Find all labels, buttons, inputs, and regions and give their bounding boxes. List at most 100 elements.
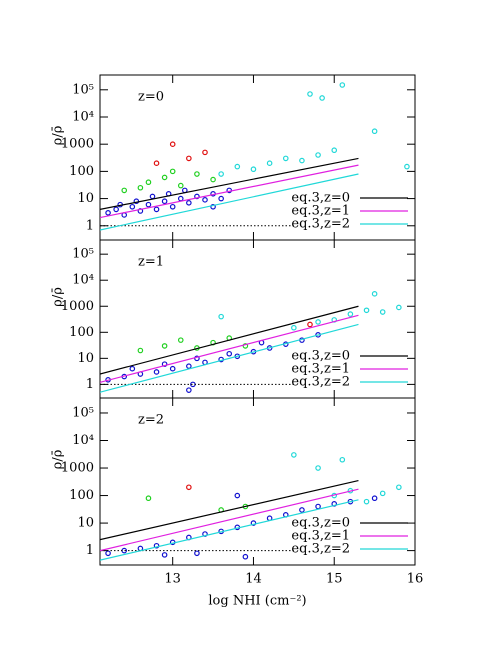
data-point <box>161 174 168 181</box>
model-line <box>100 305 359 375</box>
y-axis-label: ρ/ρ̄ <box>51 450 66 470</box>
data-point <box>363 498 370 505</box>
y-tick-label: 1000 <box>61 137 94 152</box>
x-tick-label: 15 <box>326 572 343 587</box>
data-point <box>129 203 136 210</box>
model-line <box>100 323 359 393</box>
y-tick-label: 100 <box>69 164 94 179</box>
y-tick-label: 1000 <box>61 299 94 314</box>
data-point <box>186 363 192 369</box>
data-point <box>153 160 160 166</box>
x-tick-label: 16 <box>407 572 424 587</box>
data-point <box>194 171 200 177</box>
data-point <box>194 550 200 557</box>
legend-label: eq.3,z=2 <box>291 375 350 390</box>
data-point <box>153 542 160 549</box>
data-point <box>177 182 184 189</box>
model-line <box>100 173 359 231</box>
data-point <box>363 307 370 314</box>
legend-label: eq.3,z=2 <box>291 217 350 232</box>
data-point <box>250 166 257 173</box>
model-line <box>100 157 359 210</box>
data-point <box>291 452 297 458</box>
y-tick-label: 1 <box>86 218 94 233</box>
data-point <box>169 365 176 372</box>
data-point <box>218 313 224 320</box>
data-point <box>169 168 176 175</box>
data-point <box>218 171 224 177</box>
model-line <box>100 479 359 541</box>
data-point <box>186 387 192 393</box>
data-point <box>396 484 402 491</box>
data-point <box>177 195 184 202</box>
x-axis-label: log NHI (cm⁻²) <box>208 594 306 609</box>
data-point <box>291 324 297 331</box>
data-point <box>129 365 136 372</box>
y-tick-label: 100 <box>69 488 94 503</box>
data-point <box>396 304 402 311</box>
data-point <box>218 195 224 202</box>
data-point <box>137 184 144 191</box>
legend-label: eq.3,z=0 <box>291 516 350 531</box>
data-point <box>315 152 321 158</box>
data-point <box>161 361 168 367</box>
data-point <box>194 193 200 200</box>
data-point <box>202 149 208 156</box>
y-tick-label: 1 <box>86 377 94 392</box>
y-tick-label: 10⁵ <box>72 247 94 262</box>
data-point <box>307 321 313 328</box>
y-axis-label: ρ/ρ̄ <box>51 287 66 307</box>
y-tick-label: 10⁴ <box>72 273 94 288</box>
legend-label: eq.3,z=1 <box>291 529 350 544</box>
y-tick-label: 10 <box>77 191 94 206</box>
data-point <box>371 291 378 297</box>
data-point <box>379 309 386 315</box>
data-point <box>234 163 241 170</box>
plot-frame <box>99 397 416 566</box>
data-point <box>226 350 233 357</box>
data-point <box>153 369 160 375</box>
data-point <box>299 507 305 513</box>
data-point <box>250 520 257 526</box>
model-line <box>100 499 359 561</box>
data-point <box>145 495 152 502</box>
data-point <box>202 197 208 203</box>
legend-label: eq.3,z=2 <box>291 542 350 557</box>
data-point <box>404 163 410 170</box>
model-line <box>100 314 359 383</box>
data-point <box>177 337 184 343</box>
data-point <box>161 343 168 349</box>
y-tick-label: 1 <box>86 543 94 558</box>
data-point <box>339 456 346 463</box>
data-point <box>379 490 386 497</box>
data-point <box>347 311 354 317</box>
data-point <box>315 503 321 510</box>
y-tick-label: 10⁵ <box>72 82 94 97</box>
data-point <box>169 141 176 147</box>
data-point <box>137 347 144 354</box>
data-point <box>242 553 249 560</box>
y-tick-label: 10 <box>77 351 94 366</box>
data-point <box>371 128 378 135</box>
data-point <box>149 193 156 200</box>
panel-label: z=0 <box>138 90 164 105</box>
data-point <box>234 492 241 499</box>
data-point <box>153 206 160 213</box>
panel-label: z=2 <box>138 413 164 428</box>
legend-label: eq.3,z=0 <box>291 349 350 364</box>
data-point <box>315 319 321 325</box>
legend-label: eq.3,z=1 <box>291 204 350 219</box>
legend-label: eq.3,z=0 <box>291 191 350 206</box>
y-tick-label: 10⁵ <box>72 405 94 420</box>
data-point <box>319 95 325 101</box>
data-point <box>331 147 338 154</box>
data-point <box>315 465 321 471</box>
data-point <box>242 343 249 349</box>
y-axis-label: ρ/ρ̄ <box>51 126 66 146</box>
data-point <box>371 495 378 502</box>
data-point <box>105 550 111 557</box>
data-point <box>121 187 128 194</box>
y-tick-label: 10⁴ <box>72 109 94 124</box>
y-tick-label: 1000 <box>61 461 94 476</box>
data-point <box>186 199 192 206</box>
